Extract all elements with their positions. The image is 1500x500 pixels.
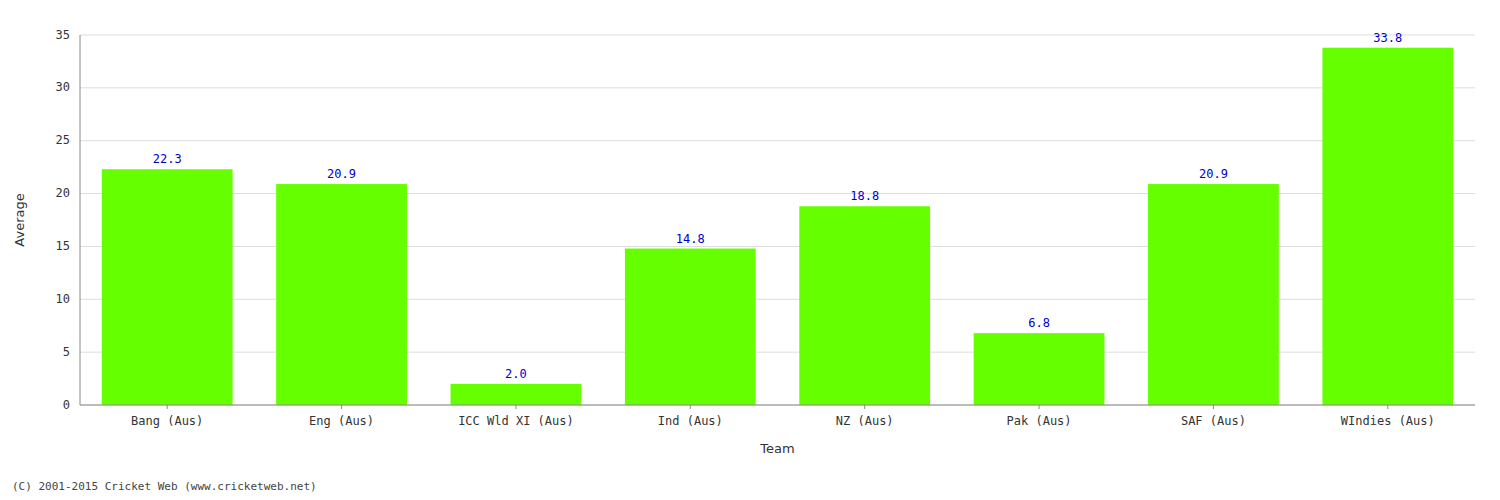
y-tick-label: 10 (56, 292, 70, 306)
bar (102, 169, 233, 405)
footer: (C) 2001-2015 Cricket Web (www.cricketwe… (12, 480, 317, 493)
x-tick-label: ICC Wld XI (Aus) (458, 414, 574, 428)
data-label: 2.0 (505, 367, 527, 381)
bar (451, 384, 582, 405)
y-tick-label: 5 (63, 345, 70, 359)
y-axis-title: Average (12, 193, 27, 246)
y-axis-line (80, 35, 81, 405)
data-label: 6.8 (1028, 316, 1050, 330)
data-label: 20.9 (327, 167, 356, 181)
x-tick (1039, 405, 1040, 409)
data-label: 20.9 (1199, 167, 1228, 181)
bar (625, 249, 756, 405)
y-tick-label: 30 (56, 80, 70, 94)
bar (974, 333, 1105, 405)
y-tick-label: 25 (56, 133, 70, 147)
data-label: 22.3 (153, 152, 182, 166)
x-tick-label: WIndies (Aus) (1341, 414, 1435, 428)
grid-line (80, 35, 1475, 36)
data-label: 14.8 (676, 232, 705, 246)
data-labels: 22.3 20.9 2.0 14.8 18.8 6.8 20.9 33.8 (153, 31, 1403, 381)
x-tick-label: SAF (Aus) (1181, 414, 1246, 428)
x-tick-label: Ind (Aus) (658, 414, 723, 428)
x-axis-line (80, 405, 1475, 406)
x-tick (1387, 405, 1388, 409)
grid-line (80, 140, 1475, 141)
x-tick (1213, 405, 1214, 409)
bars (102, 48, 1453, 405)
x-tick (341, 405, 342, 409)
bar (1148, 184, 1279, 405)
x-tick (864, 405, 865, 409)
x-tick (515, 405, 516, 409)
y-tick-label: 20 (56, 186, 70, 200)
x-tick (167, 405, 168, 409)
chart: 0 5 10 15 20 25 30 35 Bang (Aus) Eng (Aus) ICC Wld… (0, 0, 1500, 500)
bar (1322, 48, 1453, 405)
x-tick-label: Pak (Aus) (1007, 414, 1072, 428)
grid-line (80, 405, 1475, 406)
bar (799, 206, 930, 405)
x-tick (690, 405, 691, 409)
x-tick-label: NZ (Aus) (836, 414, 894, 428)
y-tick-label: 15 (56, 239, 70, 253)
grid-line (80, 87, 1475, 88)
x-tick-label: Eng (Aus) (309, 414, 374, 428)
data-label: 33.8 (1373, 31, 1402, 45)
x-tick-label: Bang (Aus) (131, 414, 203, 428)
y-tick-label: 0 (63, 398, 70, 412)
grid (80, 35, 1475, 405)
x-axis: Bang (Aus) Eng (Aus) ICC Wld XI (Aus) Ind (… (131, 405, 1435, 428)
data-label: 18.8 (850, 189, 879, 203)
x-axis-title: Team (759, 441, 794, 456)
bar (276, 184, 407, 405)
y-tick-label: 35 (56, 28, 70, 42)
y-axis: 0 5 10 15 20 25 30 35 (56, 28, 70, 412)
